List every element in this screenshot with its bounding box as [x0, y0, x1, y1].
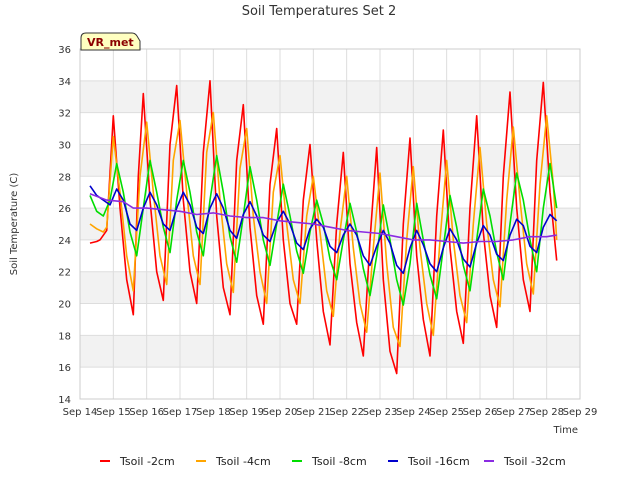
- y-tick-label: 22: [58, 268, 71, 279]
- y-tick-label: 28: [58, 172, 71, 183]
- x-tick-label: Sep 18: [196, 407, 231, 418]
- band-28: [80, 144, 580, 177]
- plot-area-frame: [79, 48, 581, 400]
- y-tick-label: 30: [58, 140, 71, 151]
- legend-item: Tsoil -4cm: [196, 455, 271, 468]
- y-axis-title: Soil Temperature (C): [9, 173, 20, 276]
- x-tick-label: Sep 15: [96, 407, 131, 418]
- y-tick-label: 18: [58, 331, 71, 342]
- series-line-tsoil-8cm: [89, 154, 558, 306]
- badge-shape: [80, 32, 141, 51]
- series-line-tsoil-16cm: [89, 185, 558, 275]
- y-tick-label: 26: [58, 204, 71, 215]
- x-tick-label: Sep 29: [563, 407, 598, 418]
- legend-label: Tsoil -2cm: [119, 455, 175, 468]
- y-tick-label: 36: [58, 45, 71, 56]
- chart-title: Soil Temperatures Set 2: [242, 4, 397, 19]
- series-line-tsoil-2cm: [89, 80, 558, 375]
- x-tick-label: Sep 21: [296, 407, 331, 418]
- legend-label: Tsoil -32cm: [503, 455, 566, 468]
- band-20: [80, 271, 580, 304]
- y-tick-label: 16: [58, 363, 71, 374]
- x-tick-label: Sep 14: [63, 407, 98, 418]
- series-line-tsoil-4cm: [89, 111, 558, 348]
- y-tick-label: 20: [58, 300, 71, 311]
- legend-item: Tsoil -16cm: [388, 455, 470, 468]
- x-axis-title: Time: [553, 425, 578, 436]
- y-tick-label: 32: [58, 109, 71, 120]
- y-tick-label: 24: [58, 236, 71, 247]
- legend-label: Tsoil -16cm: [407, 455, 470, 468]
- x-tick-label: Sep 19: [229, 407, 264, 418]
- x-tick-label: Sep 25: [429, 407, 464, 418]
- y-tick-label: 14: [58, 395, 71, 406]
- legend-item: Tsoil -8cm: [292, 455, 367, 468]
- plot-background-bands: [80, 80, 580, 368]
- legend: Tsoil -2cm Tsoil -4cm Tsoil -8cm Tsoil -16c…: [100, 455, 566, 468]
- x-tick-label: Sep 16: [129, 407, 164, 418]
- x-tick-label: Sep 17: [163, 407, 198, 418]
- x-tick-label: Sep 24: [396, 407, 431, 418]
- x-tick-label: Sep 22: [329, 407, 364, 418]
- y-tick-labels: 14 16 18 20 22 24 26 28 30 32 34 36: [58, 45, 71, 406]
- band-32: [80, 80, 580, 113]
- x-tick-label: Sep 28: [529, 407, 564, 418]
- x-tick-label: Sep 27: [496, 407, 531, 418]
- x-tick-label: Sep 23: [363, 407, 398, 418]
- x-tick-label: Sep 20: [263, 407, 298, 418]
- x-tick-label: Sep 26: [463, 407, 498, 418]
- legend-item: Tsoil -2cm: [100, 455, 175, 468]
- series-lines: [89, 80, 558, 375]
- y-tick-label: 34: [58, 77, 71, 88]
- legend-item: Tsoil -32cm: [484, 455, 566, 468]
- legend-label: Tsoil -4cm: [215, 455, 271, 468]
- legend-label: Tsoil -8cm: [311, 455, 367, 468]
- badge-label: VR_met: [87, 36, 134, 49]
- vr-met-badge: VR_met: [80, 32, 141, 51]
- series-line-tsoil-32cm: [89, 193, 557, 244]
